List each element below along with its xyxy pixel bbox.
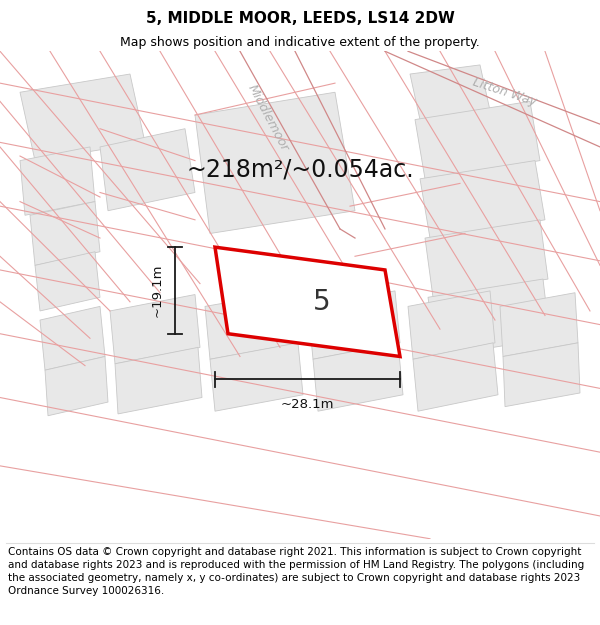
- Polygon shape: [503, 343, 580, 407]
- Polygon shape: [115, 348, 202, 414]
- Polygon shape: [425, 220, 548, 298]
- Polygon shape: [408, 291, 495, 359]
- Polygon shape: [428, 279, 550, 356]
- Polygon shape: [308, 291, 400, 359]
- Polygon shape: [35, 252, 100, 311]
- Polygon shape: [240, 51, 340, 242]
- Text: Middlemoor: Middlemoor: [245, 82, 291, 153]
- Polygon shape: [20, 74, 145, 161]
- Text: Litton Way: Litton Way: [472, 76, 539, 109]
- Text: 5, MIDDLE MOOR, LEEDS, LS14 2DW: 5, MIDDLE MOOR, LEEDS, LS14 2DW: [146, 11, 454, 26]
- Polygon shape: [415, 101, 540, 179]
- Polygon shape: [20, 147, 95, 215]
- Polygon shape: [500, 292, 578, 356]
- Text: 5: 5: [313, 288, 331, 316]
- Polygon shape: [420, 161, 545, 238]
- Polygon shape: [210, 343, 303, 411]
- Text: ~218m²/~0.054ac.: ~218m²/~0.054ac.: [186, 158, 414, 182]
- Polygon shape: [390, 51, 600, 147]
- Polygon shape: [100, 129, 195, 211]
- Polygon shape: [215, 247, 400, 356]
- Text: Contains OS data © Crown copyright and database right 2021. This information is : Contains OS data © Crown copyright and d…: [8, 546, 584, 596]
- Polygon shape: [40, 306, 105, 370]
- Polygon shape: [410, 65, 490, 119]
- Polygon shape: [110, 294, 200, 364]
- Text: ~28.1m: ~28.1m: [281, 398, 334, 411]
- Polygon shape: [413, 343, 498, 411]
- Polygon shape: [195, 92, 355, 234]
- Text: Map shows position and indicative extent of the property.: Map shows position and indicative extent…: [120, 36, 480, 49]
- Polygon shape: [205, 291, 300, 359]
- Polygon shape: [313, 343, 403, 411]
- Polygon shape: [30, 202, 100, 266]
- Polygon shape: [45, 356, 108, 416]
- Text: ~19.1m: ~19.1m: [151, 264, 163, 318]
